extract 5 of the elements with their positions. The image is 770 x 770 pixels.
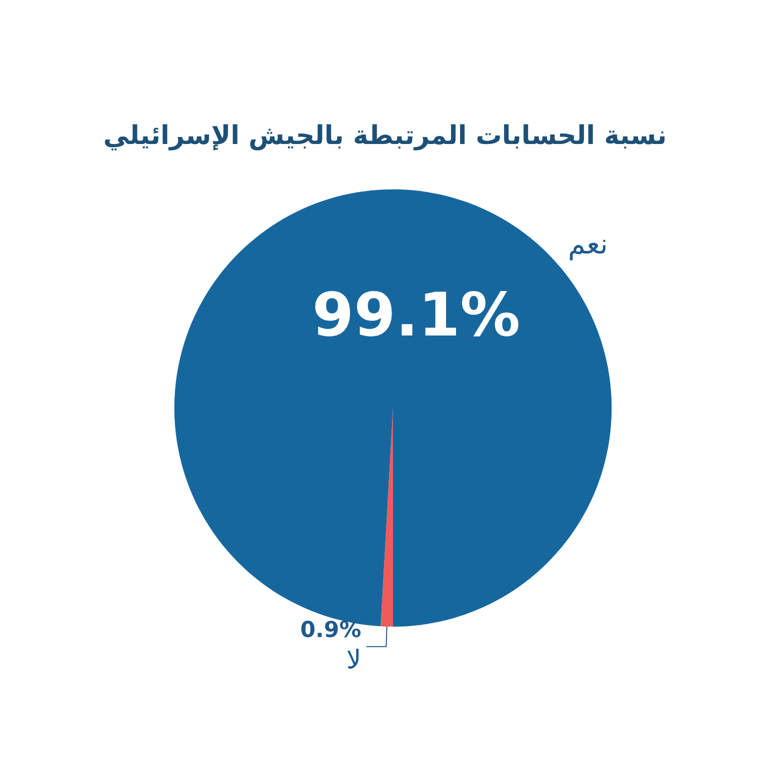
- slice-label: لا: [346, 646, 362, 676]
- data-label: 99.1%: [312, 280, 520, 351]
- slice-label: نعم: [568, 228, 608, 260]
- data-label: 0.9%: [300, 618, 362, 644]
- chart-title: نسبة الحسابات المرتبطة بالجيش الإسرائيلي: [103, 121, 667, 151]
